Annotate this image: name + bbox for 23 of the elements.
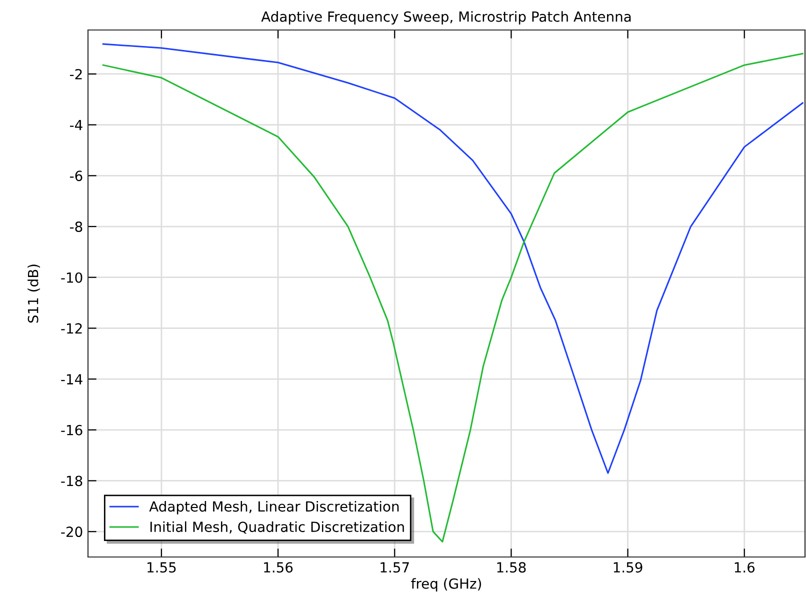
x-tick-label: 1.57	[380, 562, 409, 573]
x-tick-label: 1.58	[497, 562, 526, 573]
x-tick-label: 1.56	[264, 562, 293, 573]
y-tick-label: -20	[61, 526, 82, 538]
line-series	[102, 43, 804, 474]
y-tick-label: -16	[61, 424, 82, 436]
y-axis-title: S11 (dB)	[28, 264, 40, 323]
x-axis-title: freq (GHz)	[411, 578, 482, 592]
y-tick-label: -12	[61, 323, 82, 334]
y-tick-label: -2	[70, 68, 82, 80]
chart-title: Adaptive Frequency Sweep, Microstrip Patch Antenna	[261, 11, 631, 25]
y-tick-label: -8	[70, 221, 82, 232]
y-tick-label: -10	[61, 272, 82, 283]
x-tick-label: 1.6	[734, 562, 755, 573]
y-tick-label: -18	[61, 476, 82, 486]
y-tick-label: -6	[70, 170, 82, 182]
line-series	[102, 52, 804, 543]
legend-label: Initial Mesh, Quadratic Discretization	[150, 521, 404, 534]
x-tick-label: 1.55	[148, 562, 176, 573]
legend-label: Adapted Mesh, Linear Discretization	[149, 500, 399, 514]
y-tick-label: -14	[61, 374, 82, 384]
x-tick-label: 1.59	[614, 562, 642, 573]
y-tick-label: -4	[70, 120, 82, 130]
